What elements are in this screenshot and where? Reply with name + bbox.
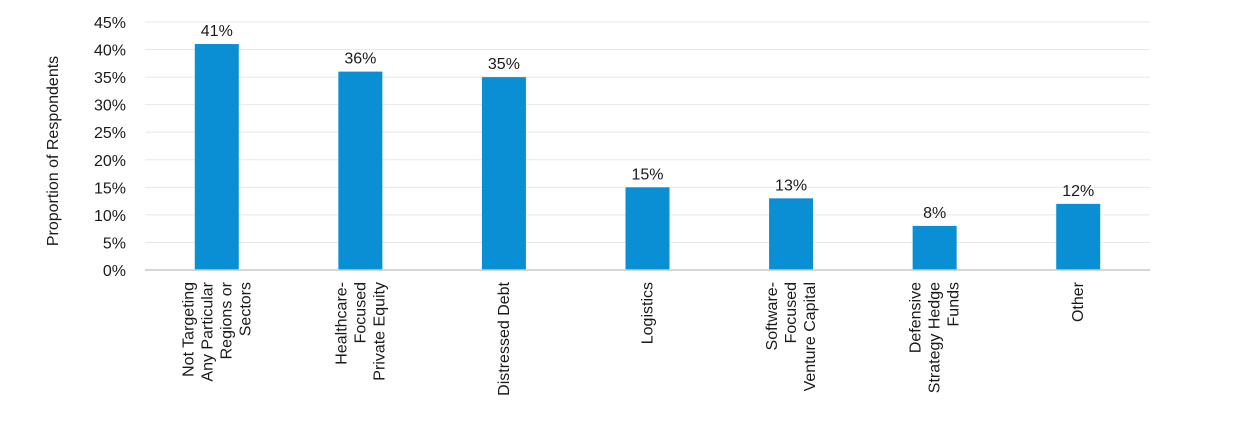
data-label: 36% (344, 51, 376, 68)
y-tick-label: 15% (94, 180, 126, 197)
data-label: 13% (775, 177, 807, 194)
category-label-text: Software- Focused Venture Capital (764, 282, 819, 391)
category-label: Other (1070, 281, 1087, 322)
y-tick-label: 20% (94, 153, 126, 170)
category-label: Healthcare- Focused Private Equity (333, 282, 388, 381)
data-label: 12% (1062, 183, 1094, 200)
bars (194, 44, 1101, 270)
data-labels: 41% 36% 35% 15% 13% 8% 12% (201, 23, 1094, 222)
category-label: Distressed Debt (496, 281, 513, 395)
category-label-text: Logistics (640, 282, 657, 344)
y-tick-label: 30% (94, 98, 126, 115)
y-tick-label: 25% (94, 125, 126, 142)
y-tick-label: 40% (94, 43, 126, 60)
category-label: Logistics (640, 282, 657, 344)
category-label-text: Healthcare- Focused Private Equity (333, 282, 388, 381)
gridlines (145, 21, 1150, 243)
bar (194, 44, 239, 270)
x-axis-categories: Not Targeting Any Particular Regions or Sec… (180, 281, 1087, 396)
data-label: 41% (201, 23, 233, 40)
bar (338, 71, 383, 270)
y-axis-ticks: 0% 5% 10% 15% 20% 25% 30% 35% 40% 45% (94, 15, 126, 280)
category-label: Software- Focused Venture Capital (764, 282, 819, 391)
y-axis-label: Proportion of Respondents (45, 56, 62, 246)
category-label-text: Not Targeting Any Particular Regions or Sec… (180, 281, 254, 381)
y-tick-label: 45% (94, 15, 126, 32)
y-tick-label: 5% (103, 235, 126, 252)
bar (625, 187, 670, 270)
category-label: Defensive Strategy Hedge Funds (908, 282, 963, 393)
data-label: 8% (923, 205, 946, 222)
bar (1056, 203, 1101, 270)
bar (912, 225, 957, 270)
category-label-text: Distressed Debt (496, 281, 513, 395)
y-tick-label: 35% (94, 70, 126, 87)
bar (769, 198, 814, 270)
y-tick-label: 10% (94, 208, 126, 225)
category-label: Not Targeting Any Particular Regions or Sec… (180, 281, 254, 381)
category-label-text: Defensive Strategy Hedge Funds (908, 282, 963, 393)
category-label-text: Other (1070, 281, 1087, 322)
bar (481, 77, 526, 270)
y-tick-label: 0% (103, 263, 126, 280)
data-label: 15% (631, 166, 663, 183)
data-label: 35% (488, 56, 520, 73)
